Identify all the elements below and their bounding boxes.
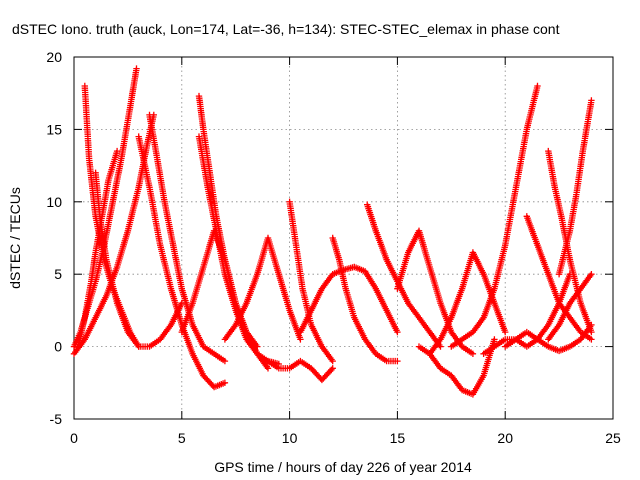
data-series xyxy=(426,249,509,357)
data-series xyxy=(146,111,229,365)
series-marks xyxy=(264,357,336,384)
data-series xyxy=(221,234,304,343)
series-marks xyxy=(221,234,304,343)
x-tick-label: 15 xyxy=(390,430,406,446)
data-series xyxy=(448,82,541,350)
x-tick-label: 25 xyxy=(605,430,621,446)
series-marks xyxy=(364,201,444,350)
series-marks xyxy=(135,133,229,391)
y-axis-label: dSTEC / TECUs xyxy=(7,187,23,289)
series-marks xyxy=(75,147,121,350)
axes: 0 5 10 15 20 25 -5 0 5 10 15 20 xyxy=(46,49,621,446)
series-marks xyxy=(426,249,509,357)
y-tick-label: 20 xyxy=(46,49,62,65)
chart-title: dSTEC Iono. truth (auck, Lon=174, Lat=-3… xyxy=(12,21,560,37)
plot-frame xyxy=(73,56,614,420)
data-series xyxy=(329,234,401,365)
series-marks xyxy=(146,111,229,365)
data-series xyxy=(75,147,121,350)
data-series xyxy=(135,133,229,391)
series-marks xyxy=(555,97,595,278)
data-series xyxy=(364,201,444,350)
data-series xyxy=(555,97,595,278)
data-series xyxy=(545,271,595,343)
series-marks xyxy=(523,213,595,343)
series-marks xyxy=(195,133,282,368)
data-marks xyxy=(70,65,595,398)
x-tick-label: 20 xyxy=(497,430,513,446)
series-marks xyxy=(448,82,541,350)
y-tick-label: 15 xyxy=(46,121,62,137)
x-tick-label: 5 xyxy=(178,430,186,446)
x-axis-label: GPS time / hours of day 226 of year 2014 xyxy=(214,459,472,475)
series-marks xyxy=(545,271,595,343)
x-tick-label: 10 xyxy=(282,430,298,446)
data-series xyxy=(195,133,282,368)
y-tick-label: -5 xyxy=(50,411,63,427)
data-series xyxy=(523,213,595,343)
y-tick-label: 5 xyxy=(54,266,62,282)
y-tick-label: 10 xyxy=(46,194,62,210)
data-series xyxy=(264,357,336,384)
series-marks xyxy=(329,234,401,365)
x-tick-label: 0 xyxy=(70,430,78,446)
y-tick-label: 0 xyxy=(54,339,62,355)
